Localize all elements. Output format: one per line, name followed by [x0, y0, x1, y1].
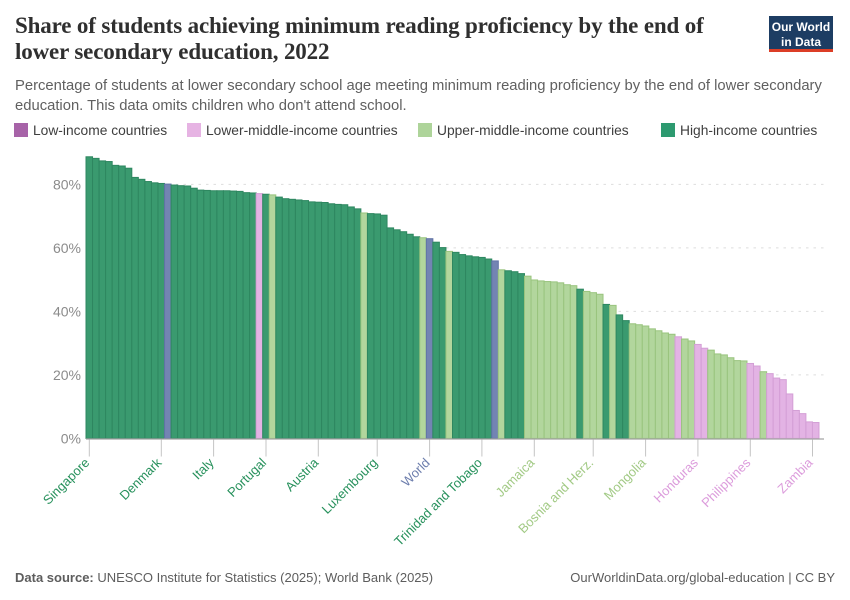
svg-text:Trinidad and Tobago: Trinidad and Tobago — [391, 455, 485, 549]
svg-text:Portugal: Portugal — [224, 455, 269, 500]
svg-text:Philippines: Philippines — [698, 455, 753, 510]
svg-text:60%: 60% — [53, 240, 81, 256]
svg-text:0%: 0% — [61, 430, 81, 446]
svg-text:Zambia: Zambia — [774, 454, 816, 496]
svg-text:Jamaica: Jamaica — [493, 454, 538, 499]
svg-text:80%: 80% — [53, 176, 81, 192]
svg-text:Singapore: Singapore — [40, 455, 93, 508]
svg-text:Denmark: Denmark — [117, 455, 165, 503]
svg-text:40%: 40% — [53, 303, 81, 319]
svg-text:World: World — [398, 455, 432, 489]
svg-text:Luxembourg: Luxembourg — [319, 455, 381, 517]
svg-text:Italy: Italy — [189, 455, 217, 483]
svg-text:20%: 20% — [53, 367, 81, 383]
svg-text:Mongolia: Mongolia — [601, 454, 649, 502]
svg-text:Austria: Austria — [282, 454, 322, 494]
svg-text:Honduras: Honduras — [651, 455, 702, 506]
